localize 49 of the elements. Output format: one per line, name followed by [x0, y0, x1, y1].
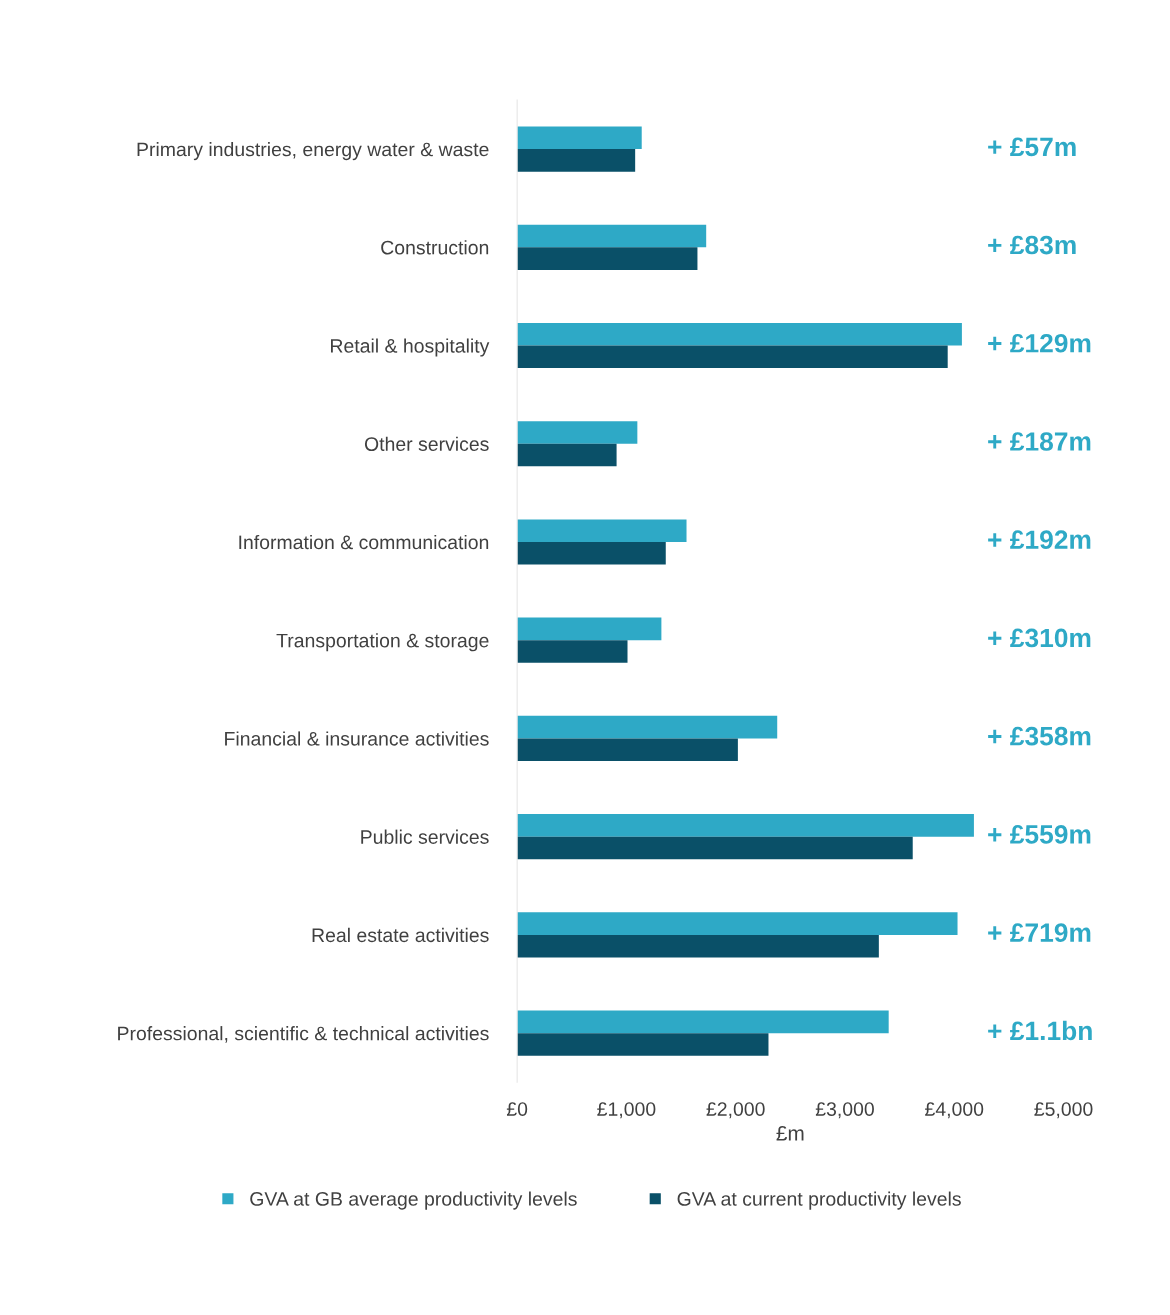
y-tick-label: Transportation & storage	[276, 633, 489, 652]
legend-label: GVA at current productivity levels	[677, 1191, 961, 1210]
y-tick-label: Real estate activities	[312, 927, 489, 943]
x-tick-label: £1,000	[597, 1102, 656, 1119]
bar	[517, 836, 913, 860]
y-tick-label: Retail & hospitality	[331, 338, 490, 357]
legend-label: GVA at GB average productivity levels	[250, 1191, 577, 1210]
x-axis-title: £m	[776, 1125, 804, 1141]
annotation: + £358m	[988, 726, 1091, 746]
annotation: + £57m	[988, 137, 1076, 157]
bar	[517, 345, 948, 369]
bar	[517, 934, 879, 958]
y-tick-label: Information & communication	[239, 534, 489, 550]
x-tick-label: £2,000	[706, 1102, 765, 1119]
annotation: + £192m	[988, 530, 1091, 550]
bar	[517, 247, 698, 270]
bar	[517, 912, 958, 935]
bar	[517, 738, 738, 762]
bar	[517, 443, 617, 467]
bar	[517, 617, 662, 641]
x-tick-label: £5,000	[1034, 1102, 1093, 1119]
bar	[517, 149, 636, 172]
bar	[517, 1010, 889, 1034]
annotation: + £559m	[988, 825, 1091, 844]
annotation: + £187m	[988, 432, 1091, 451]
y-tick-label: Other services	[364, 436, 489, 451]
y-tick-label: Professional, scientific & technical activities	[118, 1026, 489, 1043]
annotation: + £719m	[988, 923, 1091, 942]
bar	[517, 640, 628, 663]
y-tick-label: Public services	[361, 829, 489, 844]
x-tick-label: £3,000	[815, 1102, 874, 1119]
bar	[517, 519, 687, 542]
bar	[517, 1033, 769, 1056]
bar	[517, 224, 707, 248]
bar	[517, 421, 638, 444]
annotation: + £310m	[988, 628, 1091, 648]
annotation: + £1.1bn	[988, 1020, 1092, 1041]
y-tick-label: Financial & insurance activities	[225, 731, 489, 746]
bar	[517, 322, 962, 346]
bar	[517, 715, 778, 739]
y-tick-label: Primary industries, energy water & waste	[137, 142, 489, 161]
y-tick-label: Construction	[381, 240, 489, 255]
x-tick-label: £0	[506, 1102, 528, 1116]
bar	[517, 814, 974, 837]
annotation: + £83m	[988, 235, 1076, 255]
bar	[517, 126, 642, 150]
x-tick-label: £4,000	[925, 1102, 984, 1119]
annotation: + £129m	[988, 333, 1091, 353]
bar	[517, 541, 666, 565]
